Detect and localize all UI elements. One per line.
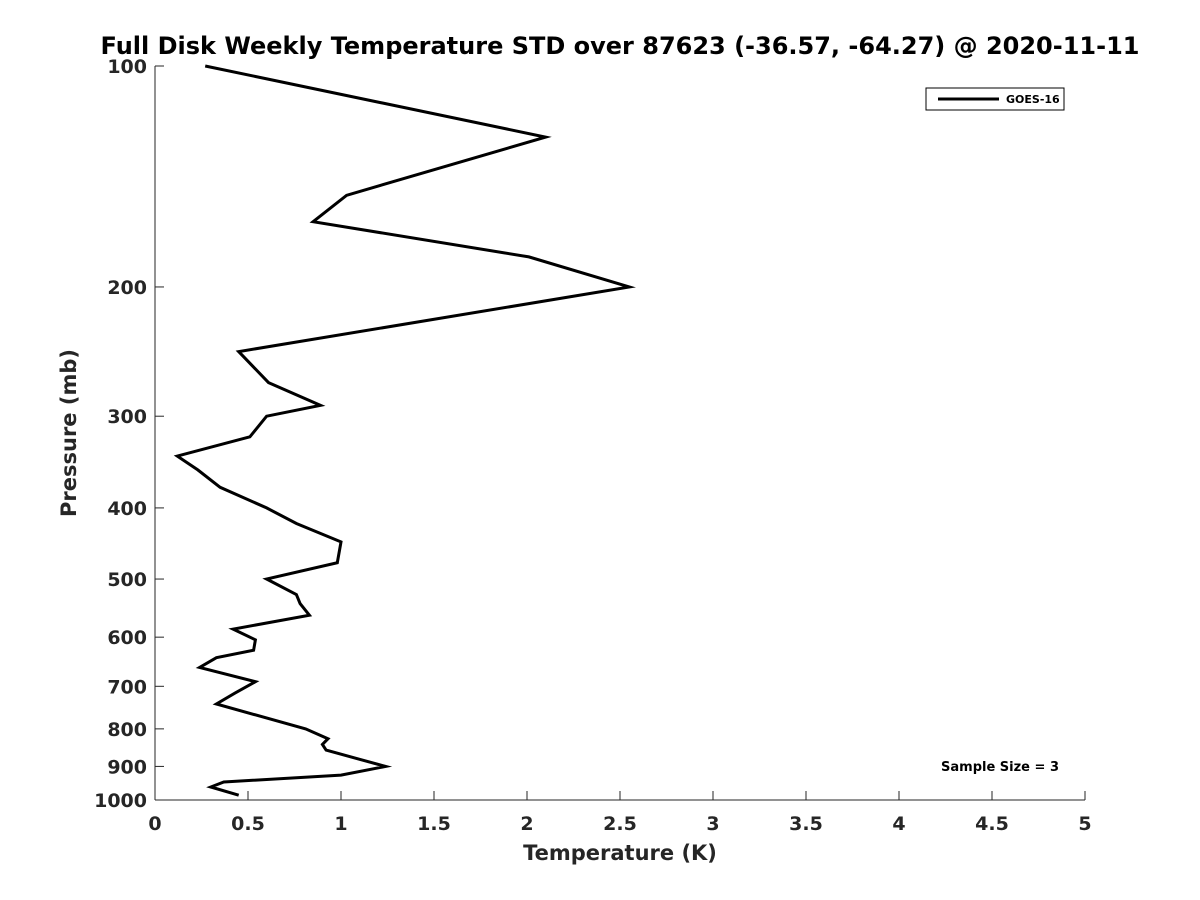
sample-size-annotation: Sample Size = 3 bbox=[941, 760, 1059, 775]
series-layer bbox=[173, 64, 636, 797]
y-tick-label-0: 100 bbox=[107, 56, 147, 78]
y-tick-label-4: 500 bbox=[107, 569, 147, 591]
legend: GOES-16 bbox=[925, 87, 1065, 111]
y-axis-ticks: 100 200 300 400 500 600 700 800 900 1000 bbox=[94, 56, 164, 812]
y-tick-label-8: 900 bbox=[107, 756, 147, 778]
series-line-0 bbox=[173, 64, 636, 797]
chart-title: Full Disk Weekly Temperature STD over 87… bbox=[101, 32, 1140, 60]
x-tick-label-4: 2 bbox=[520, 813, 533, 835]
x-tick-label-3: 1.5 bbox=[417, 813, 451, 835]
y-tick-label-9: 1000 bbox=[94, 790, 147, 812]
x-tick-label-1: 0.5 bbox=[231, 813, 265, 835]
x-tick-label-10: 5 bbox=[1078, 813, 1091, 835]
x-tick-label-9: 4.5 bbox=[975, 813, 1009, 835]
y-axis-label: Pressure (mb) bbox=[57, 349, 81, 517]
x-tick-label-2: 1 bbox=[334, 813, 347, 835]
x-tick-label-8: 4 bbox=[892, 813, 905, 835]
y-tick-label-1: 200 bbox=[107, 277, 147, 299]
x-axis-label: Temperature (K) bbox=[523, 841, 717, 865]
y-tick-label-5: 600 bbox=[107, 627, 147, 649]
x-tick-label-5: 2.5 bbox=[603, 813, 637, 835]
y-tick-label-6: 700 bbox=[107, 676, 147, 698]
plot-area: 0 0.5 1 1.5 2 2.5 3 3.5 4 4.5 5 100 200 300 400 500 600… bbox=[94, 56, 1092, 835]
y-tick-label-3: 400 bbox=[107, 498, 147, 520]
x-tick-label-0: 0 bbox=[148, 813, 161, 835]
x-tick-label-6: 3 bbox=[706, 813, 719, 835]
x-tick-label-7: 3.5 bbox=[789, 813, 823, 835]
legend-label-goes-16: GOES-16 bbox=[1006, 93, 1060, 106]
y-tick-label-2: 300 bbox=[107, 406, 147, 428]
x-axis-ticks: 0 0.5 1 1.5 2 2.5 3 3.5 4 4.5 5 bbox=[148, 791, 1092, 835]
y-tick-label-7: 800 bbox=[107, 719, 147, 741]
